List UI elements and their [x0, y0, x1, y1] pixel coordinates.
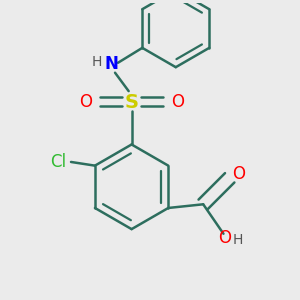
- Text: O: O: [232, 165, 245, 183]
- Text: N: N: [104, 55, 118, 73]
- Text: Cl: Cl: [50, 153, 66, 171]
- Text: O: O: [218, 229, 231, 247]
- Text: H: H: [233, 233, 243, 248]
- Text: O: O: [171, 93, 184, 111]
- Text: H: H: [92, 55, 102, 69]
- Text: O: O: [79, 93, 92, 111]
- Text: S: S: [124, 93, 139, 112]
